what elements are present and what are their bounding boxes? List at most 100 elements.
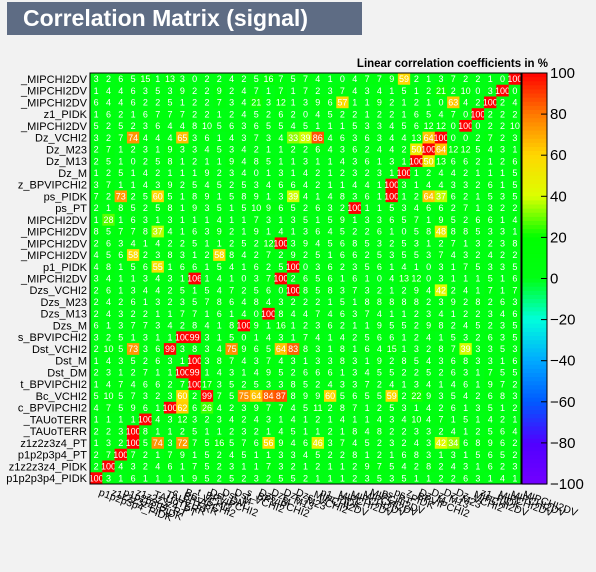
heatmap-cell xyxy=(126,284,140,297)
cell-value: 1 xyxy=(365,356,370,366)
heatmap-cell xyxy=(434,237,448,250)
cell-value: 3 xyxy=(303,98,308,108)
cell-value: 5 xyxy=(204,285,209,295)
cell-value: 4 xyxy=(106,98,111,108)
cell-value: 5 xyxy=(155,86,160,96)
heatmap-cell xyxy=(274,284,288,297)
cell-value: 4 xyxy=(463,98,468,108)
heatmap-cell xyxy=(225,237,239,250)
cell-value: 4 xyxy=(291,415,296,425)
heatmap-cell xyxy=(114,284,128,297)
heatmap-cell xyxy=(434,84,448,97)
cell-value: 5 xyxy=(315,250,320,260)
cell-value: 0 xyxy=(426,274,431,284)
cell-value: 2 xyxy=(352,227,357,237)
heatmap-cell xyxy=(139,225,152,238)
heatmap-cell xyxy=(274,143,288,156)
heatmap-cell xyxy=(397,84,411,97)
heatmap-cell xyxy=(484,225,497,238)
cell-value: 3 xyxy=(303,156,308,166)
cell-value: 3 xyxy=(402,180,407,190)
heatmap-cells: 3 2 6 5 15 1 13 3 0 2 2 4 2 5 16 7 5 7 4 1 0 4 7 7 9 59 2 1 3 7 2 2 1 0 10… xyxy=(89,72,522,485)
cell-value: 6 xyxy=(451,368,456,378)
cell-value: 64 xyxy=(424,192,434,202)
cell-value: 2 xyxy=(414,368,419,378)
heatmap-cell xyxy=(311,155,325,168)
heatmap-cell xyxy=(262,190,276,203)
cell-value: 1 xyxy=(377,203,382,213)
cell-value: 1 xyxy=(303,462,308,472)
heatmap-cell xyxy=(139,237,152,250)
heatmap-cell xyxy=(360,178,374,191)
cell-value: 7 xyxy=(352,285,357,295)
cell-value: 1 xyxy=(266,168,271,178)
cell-value: 100 xyxy=(236,321,251,331)
heatmap-cell xyxy=(484,260,497,274)
cell-value: 2 xyxy=(143,309,148,319)
heatmap-cell xyxy=(373,237,386,250)
cell-value: 5 xyxy=(365,391,370,401)
cell-value: 60 xyxy=(153,192,163,202)
heatmap-cell xyxy=(434,260,448,274)
cell-value: 2 xyxy=(180,238,185,248)
cell-value: 6 xyxy=(131,86,136,96)
heatmap-cell xyxy=(90,225,103,238)
palette-band xyxy=(522,364,547,370)
heatmap-cell xyxy=(336,225,349,238)
heatmap-cell xyxy=(385,178,399,191)
cell-value: 3 xyxy=(340,379,345,389)
cell-value: 2 xyxy=(266,473,271,483)
cell-value: 2 xyxy=(475,332,480,342)
cell-value: 5 xyxy=(94,391,99,401)
cell-value: 2 xyxy=(500,250,505,260)
heatmap-cell xyxy=(90,131,103,144)
cell-value: 3 xyxy=(266,98,271,108)
heatmap-cell xyxy=(496,237,510,250)
cell-value: 3 xyxy=(315,356,320,366)
cell-value: 4 xyxy=(377,86,382,96)
cell-value: 3 xyxy=(94,332,99,342)
cell-value: 4 xyxy=(426,285,431,295)
cell-value: 9 xyxy=(266,203,271,213)
heatmap-cell xyxy=(459,178,473,191)
cell-value: 7 xyxy=(106,145,111,155)
cell-value: 4 xyxy=(389,145,394,155)
cell-value: 2 xyxy=(303,203,308,213)
cell-value: 4 xyxy=(291,403,296,413)
cell-value: 2 xyxy=(389,109,394,119)
cell-value: 4 xyxy=(377,145,382,155)
cell-value: 4 xyxy=(168,321,173,331)
heatmap-cell xyxy=(311,190,325,203)
cell-value: 1 xyxy=(204,262,209,272)
cell-value: 2 xyxy=(278,250,283,260)
palette-band xyxy=(522,253,547,259)
cell-value: 1 xyxy=(475,415,480,425)
cell-value: 3 xyxy=(94,74,99,84)
cell-value: 4 xyxy=(106,379,111,389)
cell-value: 2 xyxy=(106,121,111,131)
cell-value: 1 xyxy=(118,156,123,166)
x-axis-labels: p1p2p3p4_PIDKz1z2z3z4_PIDKp1p2p3p4_PTz1z… xyxy=(97,486,579,524)
cell-value: 3 xyxy=(500,238,505,248)
cell-value: 2 xyxy=(340,203,345,213)
cell-value: 4 xyxy=(438,309,443,319)
heatmap-cell xyxy=(422,237,436,250)
cell-value: 3 xyxy=(438,274,443,284)
cell-value: 4 xyxy=(488,415,493,425)
cell-value: 4 xyxy=(500,473,505,483)
heatmap-cell xyxy=(176,143,189,156)
cell-value: 3 xyxy=(291,215,296,225)
cell-value: 3 xyxy=(426,450,431,460)
palette-band xyxy=(522,146,547,152)
cell-value: 1 xyxy=(328,250,333,260)
heatmap-cell xyxy=(323,284,337,297)
heatmap-cell xyxy=(410,237,423,250)
cell-value: 2 xyxy=(204,109,209,119)
cell-value: 1 xyxy=(365,415,370,425)
cell-value: 2 xyxy=(192,156,197,166)
cell-value: 4 xyxy=(229,450,234,460)
heatmap-cell xyxy=(90,272,103,285)
cell-value: 3 xyxy=(377,121,382,131)
heatmap-cell xyxy=(163,225,177,238)
palette-band xyxy=(522,257,547,263)
